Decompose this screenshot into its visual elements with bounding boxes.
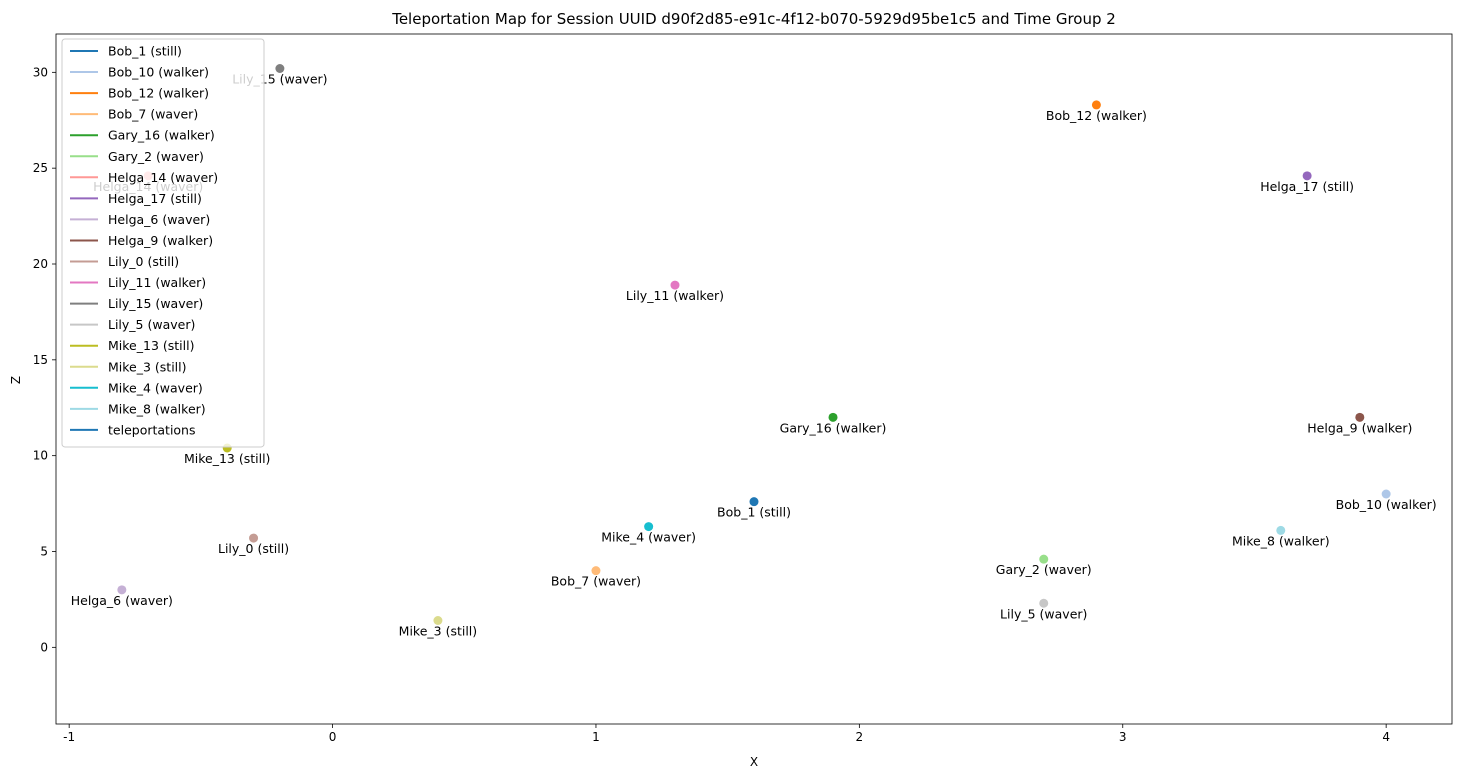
x-tick-label: 3	[1119, 730, 1127, 744]
y-axis-label: Z	[9, 376, 23, 384]
y-tick-label: 20	[33, 257, 48, 271]
point-label: Mike_3 (still)	[399, 624, 478, 639]
data-point	[1381, 489, 1391, 499]
point-label: Mike_4 (waver)	[601, 530, 696, 545]
data-point	[1302, 171, 1312, 181]
legend-entry: Bob_10 (walker)	[108, 65, 209, 80]
data-point	[1091, 100, 1101, 110]
data-point	[591, 566, 601, 576]
x-tick-label: 2	[856, 730, 864, 744]
x-tick-label: 4	[1382, 730, 1390, 744]
data-point	[828, 412, 838, 422]
legend-entry: Mike_8 (walker)	[108, 401, 206, 416]
legend-entry: Mike_13 (still)	[108, 338, 194, 353]
data-point	[249, 533, 259, 543]
data-point	[1039, 598, 1049, 608]
legend: Bob_1 (still) Bob_10 (walker) Bob_12 (walk…	[61, 38, 265, 448]
data-point	[1355, 412, 1365, 422]
y-tick-label: 5	[40, 545, 48, 559]
plot-frame	[55, 33, 1453, 725]
data-point	[670, 280, 680, 290]
legend-entry: Lily_0 (still)	[108, 254, 179, 269]
legend-entry: Helga_6 (waver)	[108, 212, 210, 227]
point-label: Gary_2 (waver)	[996, 562, 1092, 577]
point-label: Helga_17 (still)	[1260, 179, 1354, 194]
data-point	[1276, 525, 1286, 535]
point-label: Helga_6 (waver)	[71, 593, 173, 608]
point-label: Bob_12 (walker)	[1046, 108, 1147, 123]
x-tick-label: 1	[592, 730, 600, 744]
data-point	[275, 64, 285, 73]
legend-entry: Lily_5 (waver)	[108, 317, 195, 332]
point-label: Gary_16 (walker)	[780, 420, 887, 435]
legend-entry: Bob_12 (walker)	[108, 86, 209, 101]
x-tick-label: 0	[329, 730, 337, 744]
point-label: Bob_10 (walker)	[1336, 497, 1437, 512]
point-label: Lily_5 (waver)	[1000, 606, 1087, 621]
x-tick-label: -1	[63, 730, 75, 744]
y-tick-label: 15	[33, 353, 48, 367]
y-tick-label: 0	[40, 640, 48, 654]
point-label: Bob_7 (waver)	[551, 574, 641, 589]
legend-entry: Mike_4 (waver)	[108, 380, 203, 395]
point-label: Bob_1 (still)	[717, 505, 791, 520]
legend-entry: Helga_17 (still)	[108, 191, 202, 206]
legend-entry: Bob_1 (still)	[108, 44, 182, 59]
y-tick-label: 25	[33, 161, 48, 175]
point-label: Mike_8 (walker)	[1232, 533, 1330, 548]
legend-entry: Lily_15 (waver)	[108, 296, 203, 311]
legend-entry: Gary_16 (walker)	[108, 128, 215, 143]
y-tick-label: 30	[33, 65, 48, 79]
data-point	[1039, 554, 1049, 564]
x-axis-label: X	[750, 755, 758, 769]
legend-entry: Helga_9 (walker)	[108, 233, 213, 248]
y-tick-label: 10	[33, 449, 48, 463]
data-point	[749, 497, 759, 507]
data-point	[433, 616, 443, 625]
point-label: Lily_0 (still)	[218, 541, 289, 556]
legend-frame	[61, 38, 265, 448]
legend-entry: Mike_3 (still)	[108, 359, 187, 374]
legend-entry: Lily_11 (walker)	[108, 275, 206, 290]
point-label: Lily_11 (walker)	[626, 288, 724, 303]
data-point	[117, 585, 127, 595]
point-label: Mike_13 (still)	[184, 451, 270, 466]
legend-entry: teleportations	[108, 422, 196, 437]
chart-title: Teleportation Map for Session UUID d90f2…	[391, 10, 1116, 28]
data-point	[644, 522, 654, 532]
point-label: Helga_9 (walker)	[1307, 420, 1412, 435]
legend-entry: Gary_2 (waver)	[108, 149, 204, 164]
legend-entry: Bob_7 (waver)	[108, 107, 198, 122]
legend-entry: Helga_14 (waver)	[108, 170, 218, 185]
